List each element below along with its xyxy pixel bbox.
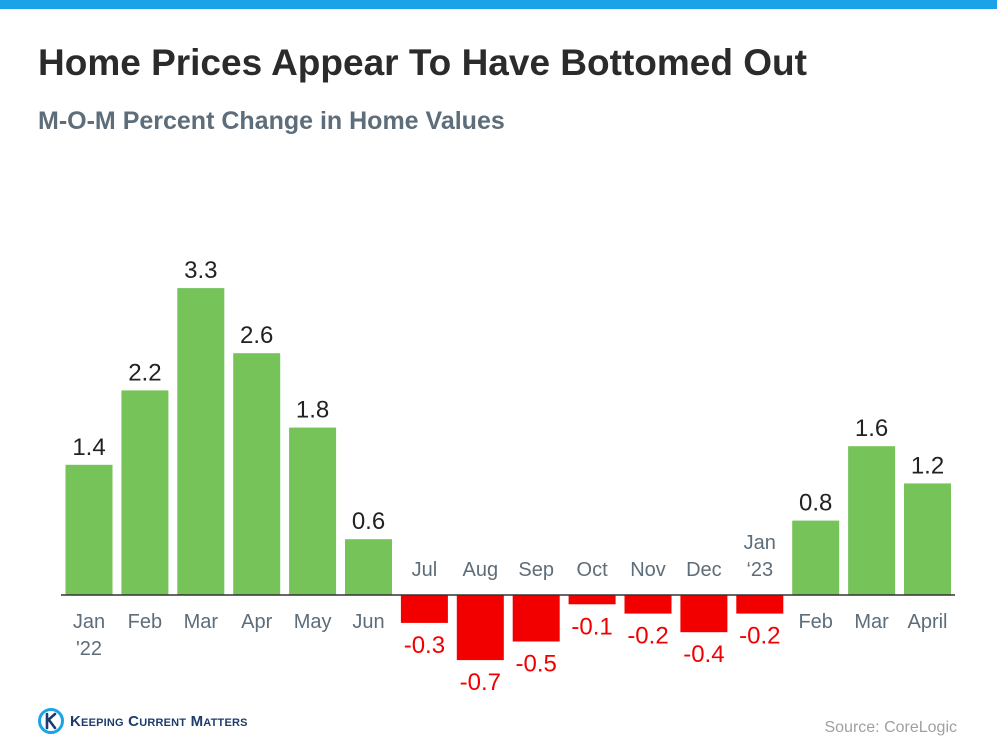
bar-10 bbox=[624, 595, 672, 614]
bar-8 bbox=[512, 595, 560, 642]
category-label-3: Apr bbox=[241, 611, 272, 633]
category-label-4: May bbox=[294, 611, 332, 633]
category-label-12: Jan ‘23 bbox=[744, 532, 776, 581]
kcm-logo-icon bbox=[38, 708, 64, 734]
data-label-9: -0.1 bbox=[571, 613, 612, 640]
data-label-13: 0.8 bbox=[799, 490, 832, 517]
data-label-14: 1.6 bbox=[855, 415, 888, 442]
source-note: Source: CoreLogic bbox=[824, 719, 957, 736]
data-label-5: 0.6 bbox=[352, 508, 385, 535]
bar-11 bbox=[680, 595, 728, 633]
category-label-0: Jan '22 bbox=[73, 611, 105, 660]
category-label-15: April bbox=[907, 611, 947, 633]
category-label-7: Aug bbox=[463, 559, 499, 581]
bar-5 bbox=[345, 539, 392, 595]
data-label-1: 2.2 bbox=[128, 359, 161, 386]
category-label-8: Sep bbox=[518, 559, 554, 581]
category-label-9: Oct bbox=[577, 559, 609, 581]
bar-14 bbox=[848, 446, 896, 595]
data-label-7: -0.7 bbox=[460, 669, 501, 696]
category-label-6: Jul bbox=[412, 559, 438, 581]
bar-3 bbox=[233, 353, 281, 595]
chart-title: Home Prices Appear To Have Bottomed Out bbox=[38, 42, 807, 83]
bar-15 bbox=[904, 483, 951, 595]
data-label-11: -0.4 bbox=[683, 641, 724, 668]
data-label-6: -0.3 bbox=[404, 632, 445, 659]
data-label-10: -0.2 bbox=[627, 623, 668, 650]
keeping-current-matters-logo: Keeping Current Matters bbox=[38, 704, 248, 738]
bar-12 bbox=[736, 595, 784, 614]
bar-13 bbox=[792, 520, 840, 595]
data-label-15: 1.2 bbox=[911, 452, 944, 479]
data-label-0: 1.4 bbox=[72, 434, 105, 461]
data-label-12: -0.2 bbox=[739, 623, 780, 650]
category-label-2: Mar bbox=[184, 611, 219, 633]
bar-2 bbox=[177, 288, 225, 595]
category-label-11: Dec bbox=[686, 559, 722, 581]
bar-7 bbox=[456, 595, 504, 661]
bar-6 bbox=[400, 595, 448, 623]
bar-9 bbox=[568, 595, 616, 605]
chart-subtitle: M-O-M Percent Change in Home Values bbox=[38, 107, 505, 135]
bar-4 bbox=[289, 427, 337, 595]
data-label-3: 2.6 bbox=[240, 322, 273, 349]
data-label-4: 1.8 bbox=[296, 397, 329, 424]
category-label-5: Jun bbox=[352, 611, 384, 633]
bar-0 bbox=[65, 464, 113, 595]
category-label-14: Mar bbox=[854, 611, 889, 633]
top-accent-bar bbox=[0, 0, 997, 9]
data-label-2: 3.3 bbox=[184, 257, 217, 284]
logo-text: Keeping Current Matters bbox=[70, 712, 248, 730]
category-label-1: Feb bbox=[128, 611, 162, 633]
category-label-13: Feb bbox=[798, 611, 832, 633]
data-label-8: -0.5 bbox=[516, 651, 557, 678]
bar-1 bbox=[121, 390, 169, 595]
category-label-10: Nov bbox=[630, 559, 666, 581]
